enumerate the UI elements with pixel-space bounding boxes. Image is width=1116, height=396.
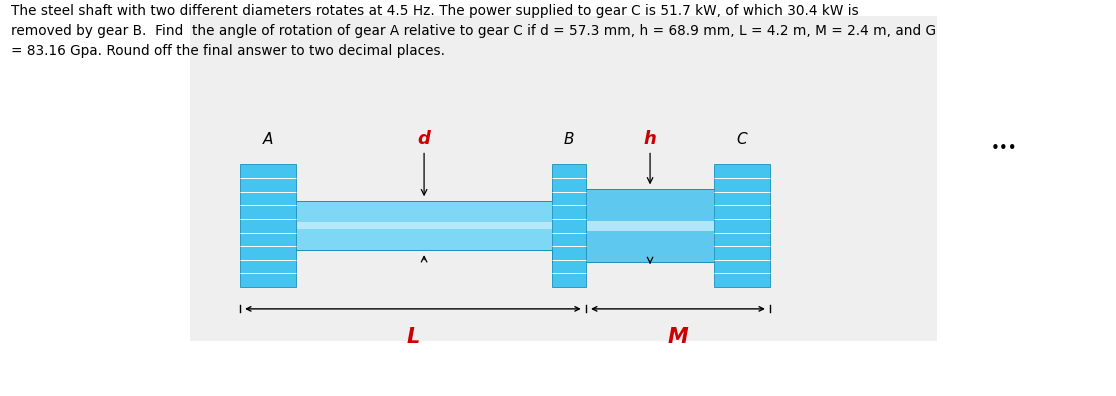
Bar [586, 189, 714, 262]
Text: L: L [406, 327, 420, 347]
Text: •••: ••• [991, 141, 1018, 156]
Bar [240, 164, 296, 287]
Bar [296, 201, 552, 250]
Text: B: B [564, 131, 575, 147]
Text: C: C [737, 131, 748, 147]
Text: The steel shaft with two different diameters rotates at 4.5 Hz. The power suppli: The steel shaft with two different diame… [11, 4, 936, 58]
Bar [714, 164, 770, 287]
Bar [296, 222, 552, 229]
Text: h: h [644, 131, 656, 148]
Text: M: M [667, 327, 689, 347]
Text: d: d [417, 131, 431, 148]
Bar [586, 221, 714, 231]
Bar [552, 164, 586, 287]
Text: A: A [262, 131, 273, 147]
Bar [190, 16, 937, 341]
